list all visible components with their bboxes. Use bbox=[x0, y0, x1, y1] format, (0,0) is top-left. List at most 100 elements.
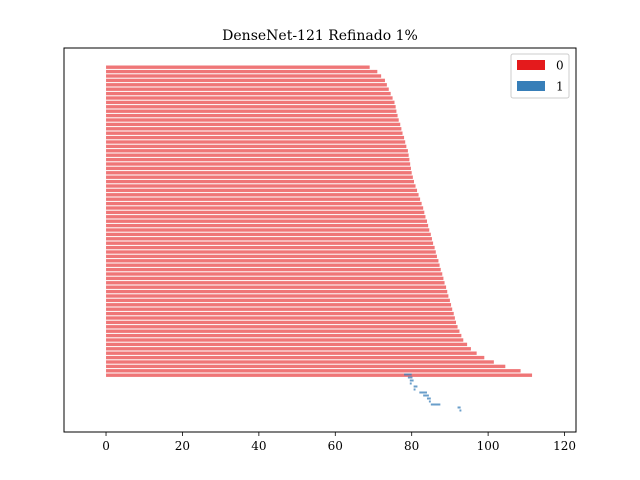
bar-class-0 bbox=[106, 96, 393, 100]
bar-class-0 bbox=[106, 228, 430, 232]
legend: 01 bbox=[510, 53, 570, 99]
x-tick-label: 120 bbox=[553, 439, 576, 453]
bar-class-0 bbox=[106, 135, 405, 140]
bar-class-0 bbox=[106, 263, 440, 267]
bar-class-0 bbox=[106, 241, 434, 245]
bar-class-0 bbox=[106, 320, 457, 325]
bar-class-0 bbox=[106, 91, 391, 96]
bar-class-0 bbox=[106, 267, 441, 272]
legend-swatch-1 bbox=[517, 81, 545, 91]
bar-class-0 bbox=[106, 355, 485, 360]
bar-class-0 bbox=[106, 113, 398, 118]
bar-class-0 bbox=[106, 316, 455, 320]
bar-class-1 bbox=[404, 373, 412, 376]
bar-class-0 bbox=[106, 144, 407, 149]
bar-class-1 bbox=[457, 406, 461, 409]
bar-class-0 bbox=[106, 157, 410, 162]
x-tick-label: 80 bbox=[404, 439, 419, 453]
bar-class-1 bbox=[430, 403, 441, 406]
x-tick-label: 20 bbox=[175, 439, 190, 453]
legend-label-0: 0 bbox=[556, 59, 564, 73]
bar-class-0 bbox=[106, 276, 444, 281]
bar-class-0 bbox=[106, 65, 370, 69]
bar-class-0 bbox=[106, 311, 454, 316]
bar-class-0 bbox=[106, 74, 382, 78]
bar-class-0 bbox=[106, 325, 458, 329]
bar-class-0 bbox=[106, 338, 464, 342]
bar-class-0 bbox=[106, 118, 399, 122]
bar-class-0 bbox=[106, 342, 468, 347]
bar-class-0 bbox=[106, 245, 435, 250]
bar-class-0 bbox=[106, 201, 422, 206]
bar-class-0 bbox=[106, 153, 409, 157]
bar-class-0 bbox=[106, 347, 471, 351]
bar-class-0 bbox=[106, 210, 425, 215]
bar-class-0 bbox=[106, 351, 477, 355]
bar-class-0 bbox=[106, 87, 389, 91]
bar-class-0 bbox=[106, 272, 443, 276]
bar-class-1 bbox=[419, 391, 427, 394]
bar-class-0 bbox=[106, 149, 408, 153]
bar-class-0 bbox=[106, 105, 396, 109]
bar-class-1 bbox=[409, 382, 412, 385]
bar-class-0 bbox=[106, 215, 426, 219]
bar-class-0 bbox=[106, 360, 494, 364]
bar-class-0 bbox=[106, 69, 378, 74]
bar-class-0 bbox=[106, 166, 411, 171]
bar-class-0 bbox=[106, 281, 445, 285]
bar-class-0 bbox=[106, 127, 402, 131]
bar-class-0 bbox=[106, 237, 432, 241]
bar-class-0 bbox=[106, 219, 427, 223]
bar-class-0 bbox=[106, 162, 411, 166]
bar-class-0 bbox=[106, 285, 447, 289]
bar-class-1 bbox=[409, 379, 414, 382]
bar-class-0 bbox=[106, 100, 395, 105]
bar-class-0 bbox=[106, 109, 397, 113]
bars-group bbox=[106, 65, 533, 412]
bar-class-0 bbox=[106, 122, 401, 127]
bar-class-0 bbox=[106, 171, 412, 175]
bar-class-0 bbox=[106, 175, 413, 179]
bar-class-0 bbox=[106, 333, 462, 338]
bar-class-0 bbox=[106, 329, 460, 333]
legend-label-1: 1 bbox=[556, 80, 564, 94]
bar-class-1 bbox=[423, 394, 429, 397]
bar-class-0 bbox=[106, 179, 414, 184]
bar-class-0 bbox=[106, 193, 419, 197]
x-tick-label: 40 bbox=[251, 439, 266, 453]
bar-class-1 bbox=[428, 400, 431, 403]
bar-class-1 bbox=[413, 388, 416, 391]
bar-class-0 bbox=[106, 184, 416, 188]
bar-class-1 bbox=[426, 397, 431, 400]
bar-class-0 bbox=[106, 307, 453, 311]
bar-class-0 bbox=[106, 298, 450, 303]
bar-class-1 bbox=[413, 385, 418, 388]
plot-area-frame bbox=[63, 47, 577, 433]
x-tick-label: 0 bbox=[102, 439, 110, 453]
x-axis-ticks: 0 20 40 60 80 100 120 bbox=[102, 432, 576, 453]
bar-class-0 bbox=[106, 188, 418, 193]
bar-class-0 bbox=[106, 373, 533, 377]
bar-class-1 bbox=[407, 376, 413, 379]
bar-class-0 bbox=[106, 250, 436, 254]
bar-class-0 bbox=[106, 259, 439, 263]
x-tick-label: 60 bbox=[328, 439, 343, 453]
chart-title: DenseNet-121 Refinado 1% bbox=[222, 28, 418, 44]
bar-class-0 bbox=[106, 232, 431, 237]
bar-class-0 bbox=[106, 197, 421, 201]
bar-class-1 bbox=[459, 409, 462, 412]
bar-class-0 bbox=[106, 140, 406, 144]
bar-class-0 bbox=[106, 289, 448, 294]
bar-class-0 bbox=[106, 206, 424, 210]
bar-class-0 bbox=[106, 78, 385, 83]
bar-class-0 bbox=[106, 364, 506, 369]
bar-class-0 bbox=[106, 369, 521, 373]
bar-class-0 bbox=[106, 303, 452, 307]
bar-class-0 bbox=[106, 223, 429, 228]
x-tick-label: 100 bbox=[477, 439, 500, 453]
bar-class-0 bbox=[106, 131, 403, 135]
legend-swatch-0 bbox=[517, 60, 545, 70]
bar-class-0 bbox=[106, 254, 437, 259]
bar-class-0 bbox=[106, 294, 449, 298]
